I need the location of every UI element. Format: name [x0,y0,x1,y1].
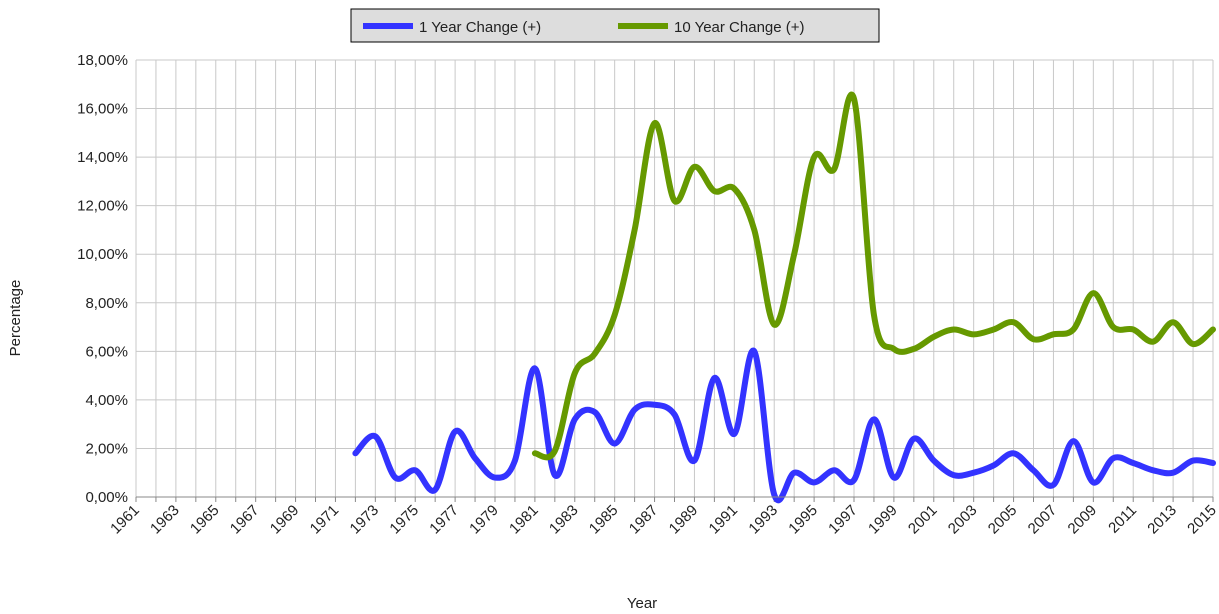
x-tick-label: 1971 [307,502,343,538]
x-tick-label: 1977 [426,502,462,538]
x-tick-label: 2007 [1025,502,1061,538]
legend-label: 1 Year Change (+) [419,19,541,36]
x-tick-label: 1963 [147,502,183,538]
x-axis-label: Year [627,595,657,612]
legend-box [350,8,880,43]
x-tick-label: 1965 [187,502,223,538]
x-tick-label: 2005 [985,502,1021,538]
x-tick-label: 1991 [706,502,742,538]
x-tick-label: 1983 [546,502,582,538]
y-tick-label: 6,00% [85,343,128,360]
x-tick-label: 2011 [1105,502,1140,537]
x-tick-label: 1989 [666,502,702,538]
x-tick-label: 1993 [745,502,781,538]
y-tick-label: 10,00% [77,246,128,263]
x-tick-label: 1985 [586,502,622,538]
y-tick-label: 2,00% [85,440,128,457]
x-tick-label: 1961 [107,502,143,538]
x-tick-label: 1999 [865,502,901,538]
x-tick-label: 2001 [905,502,941,538]
x-tick-label: 1967 [227,502,263,538]
x-tick-label: 1995 [785,502,821,538]
x-tick-label: 2003 [945,502,981,538]
y-tick-label: 16,00% [77,101,128,118]
y-tick-label: 4,00% [85,392,128,409]
line-series [352,347,1216,504]
x-tick-label: 1987 [626,502,662,538]
y-tick-label: 14,00% [77,149,128,166]
x-tick-label: 2009 [1065,502,1101,538]
x-tick-label: 1981 [506,502,542,538]
line-series [531,91,1216,461]
x-tick-label: 2013 [1144,502,1180,538]
y-tick-label: 8,00% [85,295,128,312]
y-tick-label: 18,00% [77,52,128,69]
x-tick-label: 1997 [825,502,861,538]
legend-label: 10 Year Change (+) [674,19,805,36]
x-tick-label: 1969 [267,502,303,538]
x-tick-label: 1975 [386,502,422,538]
y-tick-label: 0,00% [85,489,128,506]
x-tick-label: 1973 [347,502,383,538]
y-tick-label: 12,00% [77,198,128,215]
y-axis-label: Percentage [7,280,24,357]
x-tick-label: 1979 [466,502,502,538]
x-tick-label: 2015 [1184,502,1219,538]
